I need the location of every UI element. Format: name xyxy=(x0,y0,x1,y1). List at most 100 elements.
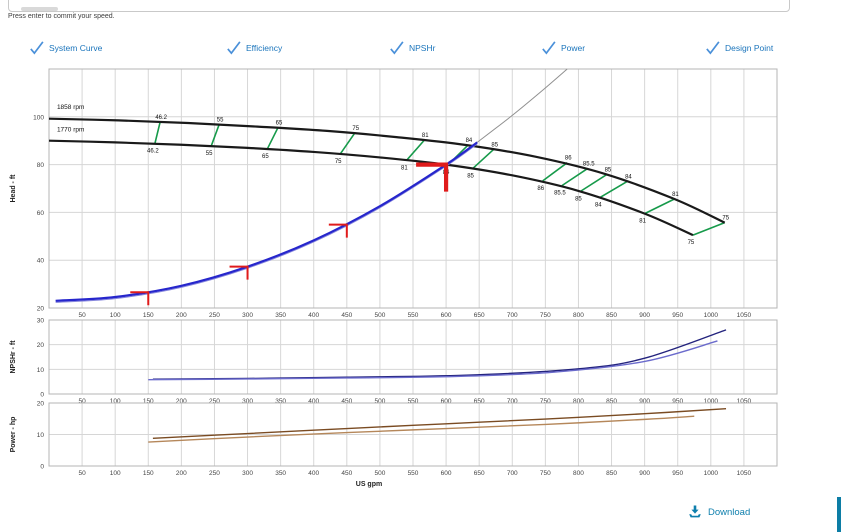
npshr-axis-title: NPSHr - ft xyxy=(10,340,17,374)
svg-text:50: 50 xyxy=(78,312,86,319)
svg-text:85: 85 xyxy=(575,196,582,202)
efficiency-line-81 xyxy=(644,198,675,215)
svg-text:650: 650 xyxy=(474,398,485,405)
efficiency-line-75 xyxy=(692,221,726,236)
toggle-label: Design Point xyxy=(725,42,774,53)
toggle-label: Power xyxy=(561,42,586,53)
svg-text:850: 850 xyxy=(606,312,617,319)
system-flow-markers xyxy=(130,223,348,306)
efficiency-line-86 xyxy=(542,162,568,182)
svg-text:100: 100 xyxy=(33,114,44,121)
pump-curve-1770-rpm xyxy=(48,139,694,237)
svg-text:550: 550 xyxy=(408,470,419,477)
svg-text:300: 300 xyxy=(242,398,253,405)
svg-text:10: 10 xyxy=(37,432,45,439)
svg-text:150: 150 xyxy=(143,312,154,319)
svg-text:400: 400 xyxy=(308,312,319,319)
svg-text:450: 450 xyxy=(341,312,352,319)
svg-text:81: 81 xyxy=(672,192,679,198)
system-curve-extension xyxy=(476,68,568,143)
svg-text:10: 10 xyxy=(37,367,45,374)
speed-label-1858-rpm: 1858 rpm xyxy=(57,104,84,111)
speed-input[interactable] xyxy=(8,0,790,12)
efficiency-line-81 xyxy=(405,139,425,162)
svg-text:150: 150 xyxy=(143,470,154,477)
efficiency-line-85 xyxy=(580,173,608,193)
toggle-power[interactable]: Power xyxy=(540,39,585,56)
svg-text:700: 700 xyxy=(507,470,518,477)
svg-text:750: 750 xyxy=(540,398,551,405)
toggle-efficiency[interactable]: Efficiency xyxy=(225,39,282,56)
svg-text:350: 350 xyxy=(275,398,286,405)
head-axis-title: Head - ft xyxy=(10,174,17,203)
svg-text:500: 500 xyxy=(374,398,385,405)
toggle-npshr[interactable]: NPSHr xyxy=(388,39,435,56)
efficiency-line-75 xyxy=(339,132,356,155)
svg-text:20: 20 xyxy=(37,342,45,349)
svg-text:84: 84 xyxy=(625,174,632,180)
svg-text:75: 75 xyxy=(335,159,342,165)
toggle-design-point[interactable]: Design Point xyxy=(704,39,773,56)
efficiency-line-46.2 xyxy=(154,121,161,144)
power-curve-1858-rpm xyxy=(152,407,727,439)
svg-text:250: 250 xyxy=(209,398,220,405)
svg-text:950: 950 xyxy=(672,398,683,405)
svg-text:20: 20 xyxy=(37,401,45,408)
pump-curve-1858-rpm xyxy=(48,117,726,224)
svg-text:75: 75 xyxy=(352,126,359,132)
head-plot: 100 80 60 40 20 50 100 150 200 250 300 350 400 450 500… xyxy=(10,68,778,319)
svg-text:50: 50 xyxy=(78,398,86,405)
svg-text:84: 84 xyxy=(466,138,473,144)
svg-text:800: 800 xyxy=(573,398,584,405)
efficiency-line-84 xyxy=(599,180,628,199)
checkmark-icon xyxy=(542,41,556,55)
speed-label-1770-rpm: 1770 rpm xyxy=(57,127,84,134)
svg-text:200: 200 xyxy=(176,398,187,405)
svg-text:500: 500 xyxy=(374,312,385,319)
svg-text:350: 350 xyxy=(275,470,286,477)
efficiency-lines: 46.2 46.2 55 55 65 65 75 75 81 81 84 84 85 85 86 86 85.5… xyxy=(147,115,730,246)
svg-text:500: 500 xyxy=(374,470,385,477)
download-label: Download xyxy=(708,506,751,518)
toggle-label: Efficiency xyxy=(246,42,283,53)
svg-text:85: 85 xyxy=(491,142,498,148)
svg-text:400: 400 xyxy=(308,470,319,477)
svg-text:85.5: 85.5 xyxy=(554,191,566,197)
svg-text:0: 0 xyxy=(40,392,44,399)
svg-text:84: 84 xyxy=(595,202,602,208)
svg-text:60: 60 xyxy=(37,210,45,217)
svg-text:81: 81 xyxy=(401,166,408,172)
svg-text:700: 700 xyxy=(507,398,518,405)
design-point-marker xyxy=(416,162,449,192)
svg-text:1000: 1000 xyxy=(704,470,719,477)
svg-text:85.5: 85.5 xyxy=(583,161,595,167)
svg-text:850: 850 xyxy=(606,398,617,405)
svg-text:300: 300 xyxy=(242,312,253,319)
svg-text:800: 800 xyxy=(573,312,584,319)
download-link[interactable]: Download xyxy=(688,505,750,519)
power-curve-1770-rpm xyxy=(148,415,695,443)
svg-text:900: 900 xyxy=(639,470,650,477)
efficiency-line-85.5 xyxy=(561,167,589,187)
svg-text:75: 75 xyxy=(722,216,729,222)
svg-text:750: 750 xyxy=(540,312,551,319)
svg-text:81: 81 xyxy=(639,219,646,225)
svg-text:65: 65 xyxy=(276,121,283,127)
efficiency-line-55 xyxy=(210,124,220,147)
svg-text:200: 200 xyxy=(176,470,187,477)
svg-text:450: 450 xyxy=(341,470,352,477)
svg-text:40: 40 xyxy=(37,258,45,265)
system-curve-echo xyxy=(55,143,478,303)
svg-text:75: 75 xyxy=(688,240,695,246)
svg-text:350: 350 xyxy=(275,312,286,319)
svg-text:85: 85 xyxy=(467,174,474,180)
toggle-system-curve[interactable]: System Curve xyxy=(28,39,102,56)
checkmark-icon xyxy=(706,41,720,55)
svg-text:100: 100 xyxy=(110,398,121,405)
svg-text:900: 900 xyxy=(639,312,650,319)
svg-text:650: 650 xyxy=(474,312,485,319)
svg-text:80: 80 xyxy=(37,162,45,169)
